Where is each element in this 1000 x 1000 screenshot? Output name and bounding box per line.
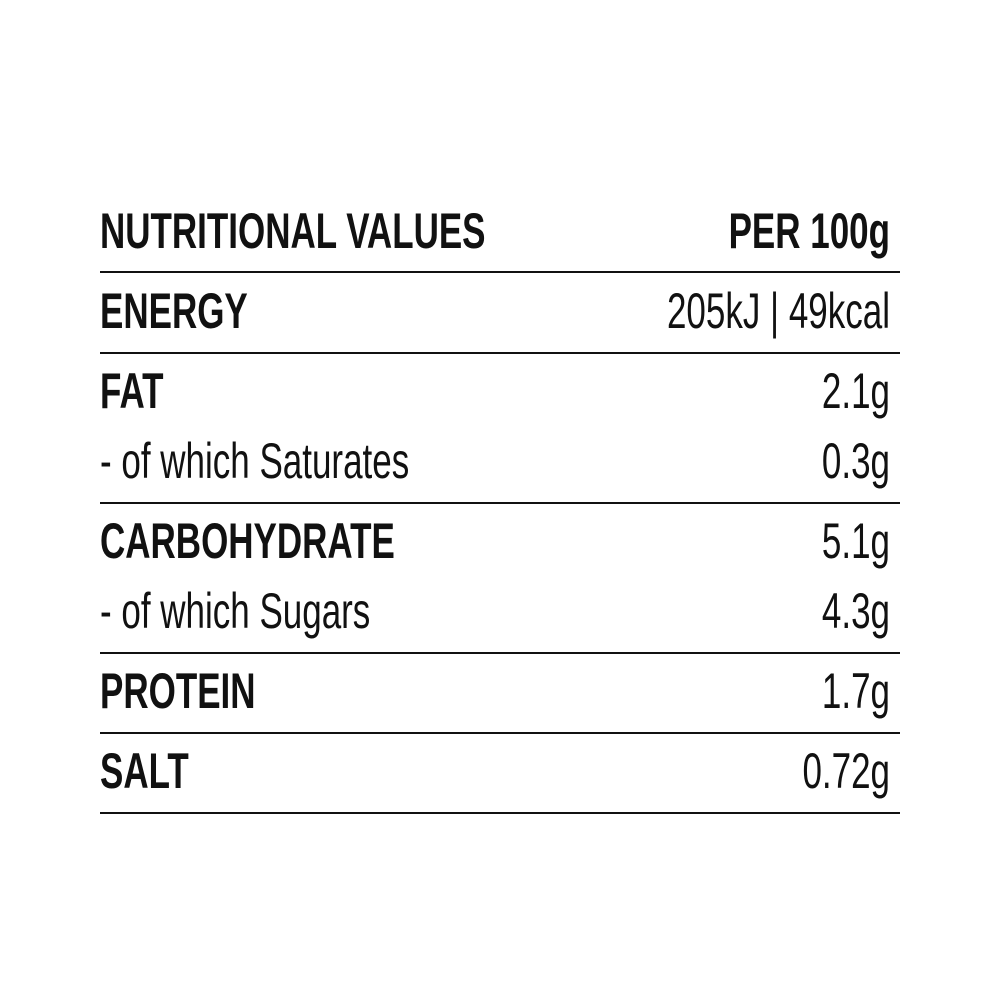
row-label: FAT bbox=[100, 364, 163, 420]
sub-label: - of which Saturates bbox=[100, 434, 409, 490]
row-value: 0.72g bbox=[802, 744, 890, 800]
row-label: ENERGY bbox=[100, 284, 248, 340]
header-label: NUTRITIONAL VALUES bbox=[100, 204, 486, 260]
row-label: CARBOHYDRATE bbox=[100, 514, 395, 570]
row-value: 205kJ | 49kcal bbox=[667, 284, 890, 340]
sub-label: - of which Sugars bbox=[100, 584, 370, 640]
row-label: PROTEIN bbox=[100, 664, 256, 720]
header-value: PER 100g bbox=[729, 204, 890, 260]
row-label: SALT bbox=[100, 744, 189, 800]
row-value: 4.3g bbox=[822, 584, 890, 640]
row-value: 1.7g bbox=[822, 664, 890, 720]
row-value: 5.1g bbox=[822, 514, 890, 570]
row-value: 2.1g bbox=[822, 364, 890, 420]
rows: NUTRITIONAL VALUES PER 100g ENERGY 205kJ | … bbox=[100, 204, 890, 800]
row-value: 0.3g bbox=[822, 434, 890, 490]
